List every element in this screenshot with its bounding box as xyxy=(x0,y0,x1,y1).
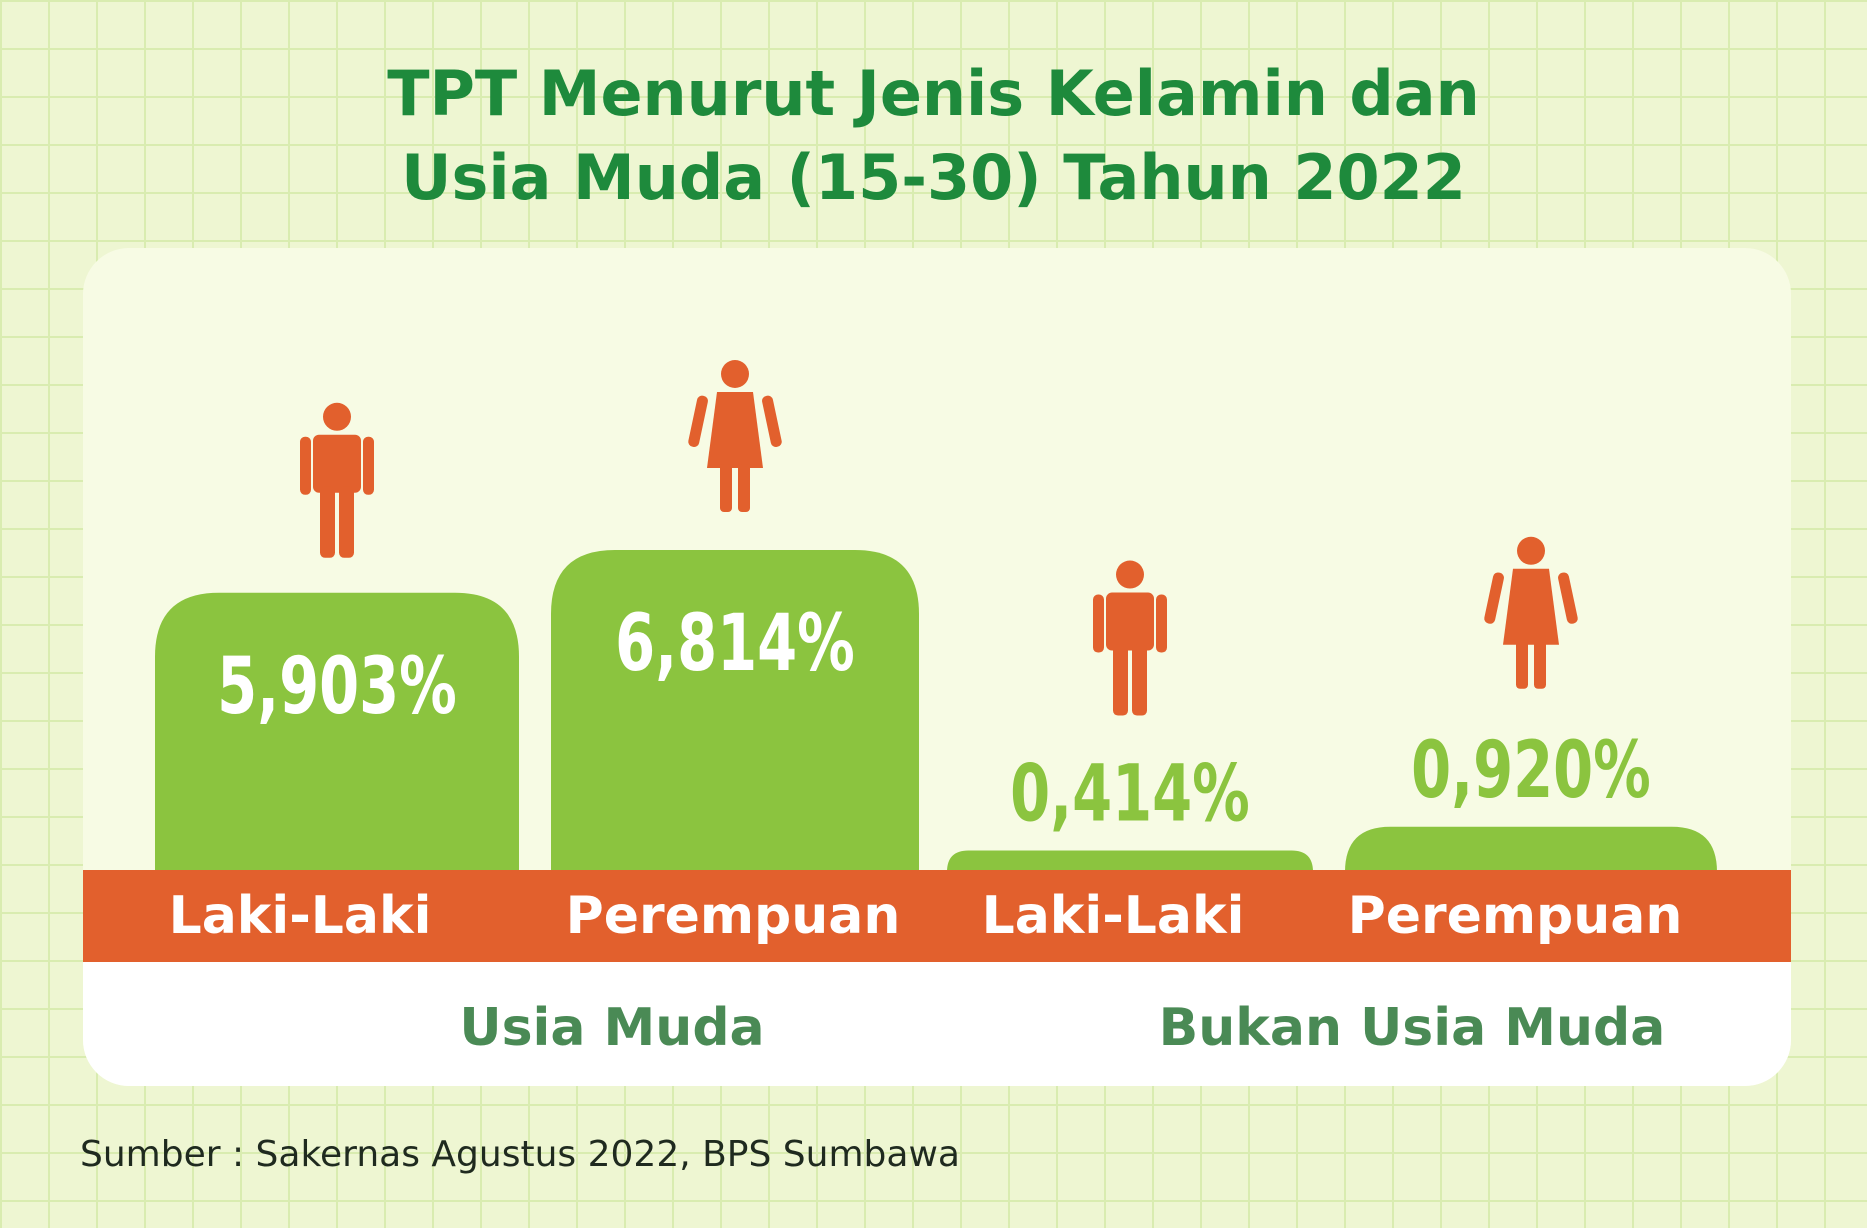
group-label-usia-muda: Usia Muda xyxy=(459,998,765,1058)
chart-title-line2: Usia Muda (15-30) Tahun 2022 xyxy=(401,141,1466,214)
category-label-perempuan-bukan-usia-muda: Perempuan xyxy=(1347,886,1683,946)
chart-title-line1: TPT Menurut Jenis Kelamin dan xyxy=(387,57,1480,130)
bar-1 xyxy=(155,592,519,872)
group-label-area xyxy=(83,962,1791,1086)
category-label-laki-laki-bukan-usia-muda: Laki-Laki xyxy=(981,886,1245,946)
value-label-1: 5,903% xyxy=(217,641,457,732)
male-person-icon-1 xyxy=(300,402,374,558)
value-label-3: 0,414% xyxy=(1010,748,1250,839)
chart-card: 5,903% 6,814% 0,414% 0,920% Laki-Laki Perem… xyxy=(83,248,1791,1086)
category-label-laki-laki-usia-muda: Laki-Laki xyxy=(168,886,432,946)
male-person-icon-3 xyxy=(1093,560,1167,716)
value-label-2: 6,814% xyxy=(615,598,855,689)
bar-3 xyxy=(947,850,1313,872)
value-label-4: 0,920% xyxy=(1411,725,1651,816)
bar-2 xyxy=(551,550,919,872)
bar-chart: 5,903% 6,814% 0,414% 0,920% xyxy=(155,360,1717,872)
category-band: Laki-Laki Perempuan Laki-Laki Perempuan xyxy=(83,870,1791,962)
chart-title: TPT Menurut Jenis Kelamin dan Usia Muda … xyxy=(0,52,1867,220)
female-person-icon-4 xyxy=(1484,536,1578,689)
category-label-perempuan-usia-muda: Perempuan xyxy=(565,886,901,946)
source-note: Sumber : Sakernas Agustus 2022, BPS Sumb… xyxy=(80,1134,960,1175)
group-label-bukan-usia-muda: Bukan Usia Muda xyxy=(1158,998,1666,1058)
female-person-icon-2 xyxy=(688,360,782,512)
bar-4 xyxy=(1345,826,1717,872)
